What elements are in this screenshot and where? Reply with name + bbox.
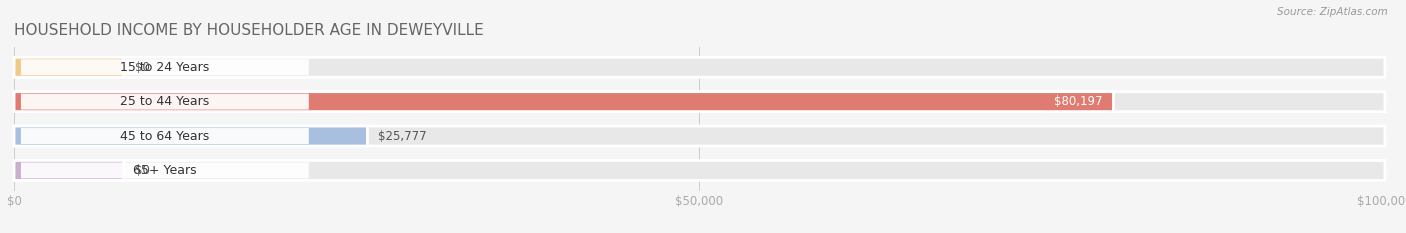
Text: HOUSEHOLD INCOME BY HOUSEHOLDER AGE IN DEWEYVILLE: HOUSEHOLD INCOME BY HOUSEHOLDER AGE IN D… — [14, 24, 484, 38]
FancyBboxPatch shape — [14, 57, 1385, 77]
FancyBboxPatch shape — [14, 92, 1385, 112]
Text: 25 to 44 Years: 25 to 44 Years — [121, 95, 209, 108]
Text: $80,197: $80,197 — [1054, 95, 1102, 108]
FancyBboxPatch shape — [14, 161, 124, 180]
FancyBboxPatch shape — [21, 128, 309, 144]
FancyBboxPatch shape — [14, 126, 1385, 146]
Text: 15 to 24 Years: 15 to 24 Years — [121, 61, 209, 74]
Text: $0: $0 — [135, 164, 149, 177]
Text: Source: ZipAtlas.com: Source: ZipAtlas.com — [1277, 7, 1388, 17]
FancyBboxPatch shape — [14, 126, 367, 146]
FancyBboxPatch shape — [21, 162, 309, 178]
FancyBboxPatch shape — [14, 161, 1385, 180]
FancyBboxPatch shape — [14, 57, 124, 77]
Text: $0: $0 — [135, 61, 149, 74]
Text: 65+ Years: 65+ Years — [134, 164, 197, 177]
FancyBboxPatch shape — [21, 94, 309, 110]
FancyBboxPatch shape — [14, 92, 1114, 112]
FancyBboxPatch shape — [21, 59, 309, 75]
Text: 45 to 64 Years: 45 to 64 Years — [121, 130, 209, 143]
Text: $25,777: $25,777 — [378, 130, 427, 143]
